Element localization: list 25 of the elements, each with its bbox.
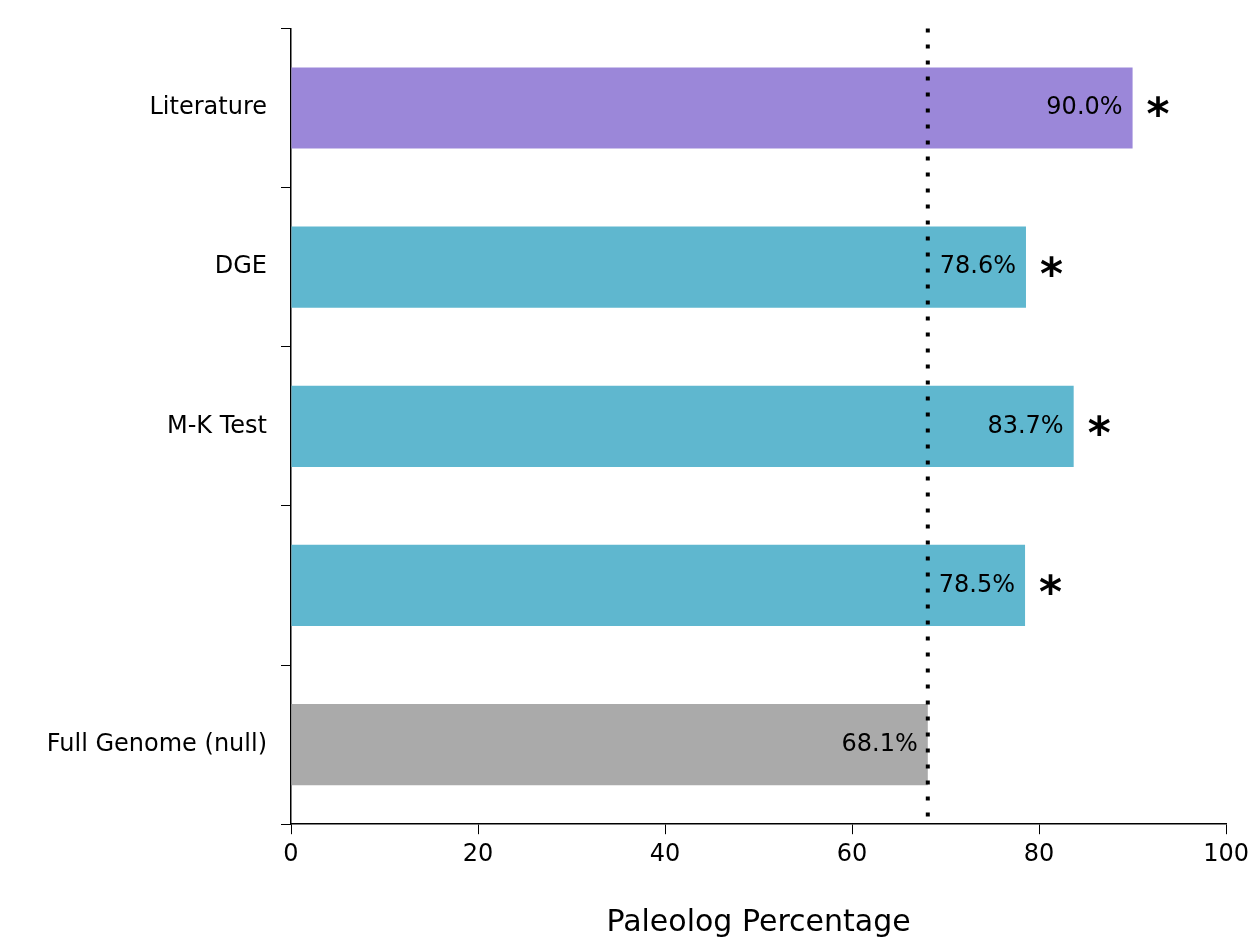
bar: [291, 544, 1026, 627]
y-tick-label: DGE: [214, 251, 267, 280]
x-tick-label: 40: [649, 838, 681, 867]
x-tick-label: 0: [283, 838, 299, 867]
annotation: *: [1039, 565, 1063, 617]
annotation: *: [1146, 88, 1170, 140]
data-label: 68.1%: [841, 728, 918, 757]
data-label: 78.5%: [938, 569, 1016, 598]
bar: [291, 385, 1074, 467]
data-label: 78.6%: [939, 251, 1016, 280]
x-tick-label: 20: [462, 838, 494, 867]
x-tick-label: 100: [1203, 838, 1249, 867]
x-tick-label: 80: [1023, 838, 1055, 867]
y-tick-label: Literature: [149, 92, 267, 121]
annotation: *: [1039, 247, 1063, 299]
annotation: *: [1087, 406, 1111, 458]
x-axis-title: Paleolog Percentage: [606, 902, 911, 938]
bar: [291, 226, 1026, 308]
bar: [291, 704, 928, 786]
data-label: 90.0%: [1046, 92, 1123, 121]
y-tick-label: Full Genome (null): [46, 728, 267, 757]
bar: [291, 67, 1133, 149]
data-label: 83.7%: [987, 410, 1064, 439]
x-tick-label: 60: [836, 838, 868, 867]
y-tick-label: M-K Test: [167, 410, 267, 439]
